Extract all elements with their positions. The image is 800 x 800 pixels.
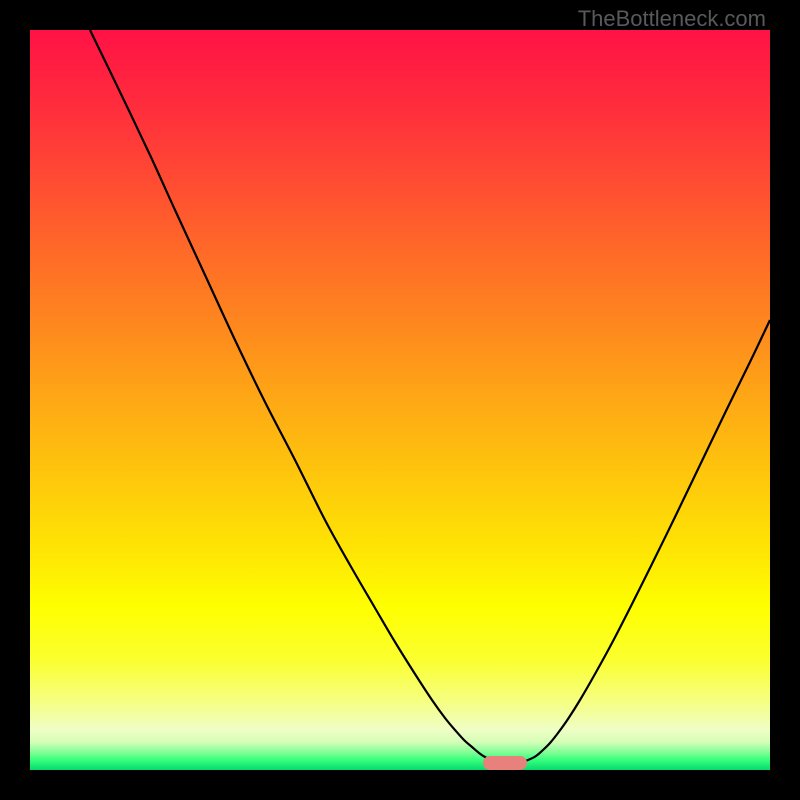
chart-frame: TheBottleneck.com xyxy=(0,0,800,800)
bottleneck-curve xyxy=(30,30,770,770)
plot-area xyxy=(30,30,770,770)
optimal-marker xyxy=(483,756,527,770)
watermark-text: TheBottleneck.com xyxy=(578,6,766,32)
